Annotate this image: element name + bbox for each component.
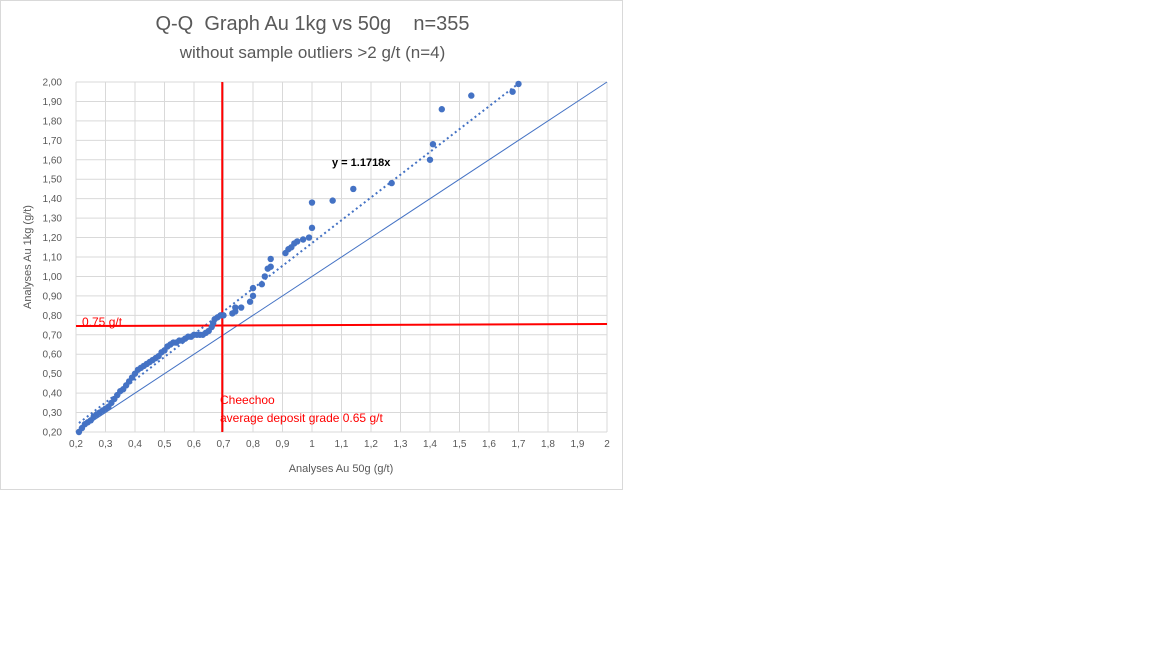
x-tick-label: 0,5 — [158, 439, 172, 450]
data-point — [429, 141, 437, 148]
data-point — [238, 304, 245, 311]
y-tick-label: 1,70 — [43, 136, 63, 147]
x-tick-label: 0,6 — [187, 439, 201, 450]
data-point — [261, 273, 268, 280]
x-tick-label: 1,2 — [364, 439, 378, 450]
data-point — [350, 185, 357, 193]
y-tick-label: 0,20 — [43, 428, 63, 439]
deposit-grade-label: average deposit grade 0.65 g/t — [220, 411, 383, 425]
x-tick-label: 2 — [604, 439, 610, 450]
y-tick-label: 1,60 — [43, 155, 63, 166]
y-tick-label: 1,80 — [43, 116, 63, 127]
data-point — [232, 304, 239, 311]
x-tick-label: 0,2 — [69, 439, 83, 450]
data-point — [249, 284, 257, 292]
data-point — [305, 234, 313, 241]
data-point — [308, 224, 316, 232]
data-point — [246, 298, 254, 305]
chart-subtitle: without sample outliers >2 g/t (n=4) — [179, 43, 446, 62]
data-point — [249, 292, 257, 300]
y-tick-label: 1,40 — [43, 194, 63, 205]
data-point — [426, 156, 434, 163]
x-tick-label: 1 — [309, 439, 315, 450]
y-tick-label: 1,10 — [43, 253, 63, 264]
x-tick-label: 0,7 — [217, 439, 231, 450]
data-point — [220, 312, 227, 319]
y-tick-label: 1,50 — [43, 175, 63, 186]
trendline-equation-label: y = 1.1718x — [332, 157, 391, 169]
chart-title: Q-Q Graph Au 1kg vs 50g n=355 — [155, 13, 470, 35]
x-tick-label: 1,7 — [512, 439, 526, 450]
data-point — [329, 197, 336, 204]
x-tick-label: 1,4 — [423, 439, 437, 450]
x-tick-label: 1,6 — [482, 439, 496, 450]
y-tick-label: 0,80 — [43, 311, 63, 322]
y-tick-label: 1,90 — [43, 97, 63, 108]
y-tick-label: 0,90 — [43, 291, 63, 302]
x-tick-label: 1,5 — [453, 439, 467, 450]
x-axis-title: Analyses Au 50g (g/t) — [289, 463, 394, 475]
threshold-line — [75, 323, 608, 328]
x-tick-label: 0,8 — [246, 439, 260, 450]
data-point — [299, 236, 307, 243]
data-point — [294, 238, 301, 245]
reference-lines — [75, 81, 608, 433]
data-point — [308, 199, 316, 206]
x-tick-label: 0,3 — [99, 439, 113, 450]
data-point — [438, 106, 445, 113]
data-point — [267, 263, 274, 270]
data-points — [75, 80, 522, 436]
x-tick-label: 1,8 — [541, 439, 555, 450]
data-point — [515, 80, 522, 88]
tick-labels: 0,2 0,3 0,4 0,5 0,6 0,7 0,8 0,9 1 1,1 1,2 1,3 1,4 1,5… — [43, 78, 611, 451]
qq-plot: 0,2 0,3 0,4 0,5 0,6 0,7 0,8 0,9 1 1,1 1,2 1,3 1,4 1,5… — [22, 78, 611, 476]
y-tick-label: 1,00 — [43, 272, 63, 283]
data-point — [509, 88, 516, 95]
data-point — [258, 281, 266, 288]
data-point — [468, 92, 475, 99]
x-tick-label: 1,3 — [394, 439, 408, 450]
y-tick-label: 0,70 — [43, 330, 63, 341]
one-to-one-line — [75, 81, 608, 433]
y-tick-label: 0,50 — [43, 369, 63, 380]
x-tick-label: 0,4 — [128, 439, 142, 450]
x-tick-label: 0,9 — [276, 439, 290, 450]
trendline — [78, 82, 520, 424]
y-axis-title: Analyses Au 1kg (g/t) — [22, 205, 34, 309]
data-point — [388, 179, 395, 187]
y-tick-label: 0,30 — [43, 408, 63, 419]
y-tick-label: 1,30 — [43, 214, 63, 225]
threshold-label: 0.75 g/t — [82, 315, 123, 329]
y-tick-label: 2,00 — [43, 78, 63, 89]
data-point — [267, 255, 274, 263]
deposit-name-label: Cheechoo — [220, 393, 275, 407]
chart-frame: Q-Q Graph Au 1kg vs 50g n=355 without sa… — [0, 0, 623, 490]
y-tick-label: 0,60 — [43, 350, 63, 361]
y-tick-label: 1,20 — [43, 233, 63, 244]
x-tick-label: 1,9 — [571, 439, 585, 450]
x-tick-label: 1,1 — [335, 439, 349, 450]
y-tick-label: 0,40 — [43, 389, 63, 400]
